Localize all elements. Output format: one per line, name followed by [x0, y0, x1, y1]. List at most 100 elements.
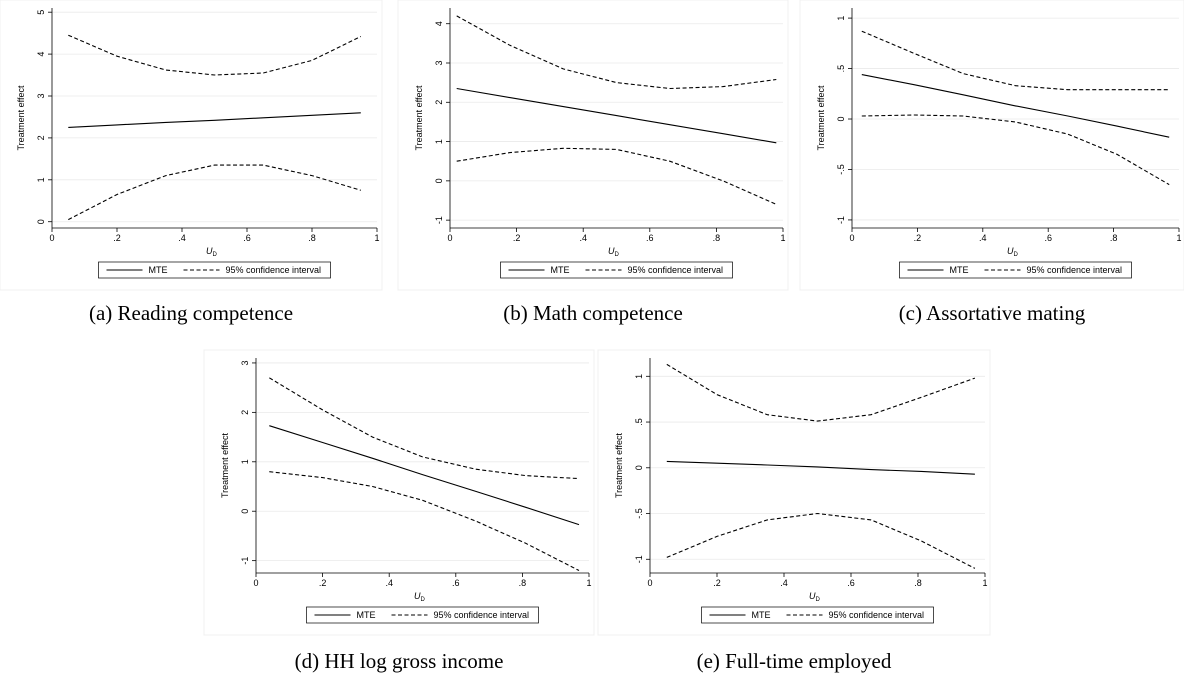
x-tick-label: .2 — [319, 578, 327, 588]
x-tick-label: 0 — [447, 233, 452, 243]
y-tick-label: 1 — [434, 139, 444, 144]
legend-box — [701, 606, 934, 624]
y-tick-label: 0 — [634, 465, 644, 470]
x-tick-label: .2 — [713, 578, 721, 588]
x-tick-label: .8 — [914, 578, 922, 588]
legend-label: 95% confidence interval — [1027, 265, 1123, 275]
y-tick-label: 0 — [836, 117, 846, 122]
x-tick-label: 0 — [253, 578, 258, 588]
x-tick-label: 1 — [1176, 233, 1181, 243]
series-line — [666, 512, 976, 569]
y-tick-label: -1 — [240, 557, 250, 565]
x-tick-label: .6 — [1044, 233, 1052, 243]
chart-panel: -1 0 1 2 3 4 0 .2 .4 .6 .8 1 Treatment effect U D MTE 95… — [397, 0, 789, 291]
x-tick-label: .8 — [1110, 233, 1118, 243]
x-tick-label: .2 — [914, 233, 922, 243]
x-axis-title: U — [206, 246, 213, 256]
x-axis-title: U — [608, 246, 615, 256]
caption: (a) Reading competence — [89, 301, 293, 325]
y-axis-title: Treatment effect — [816, 85, 826, 151]
x-tick-label: .4 — [780, 578, 788, 588]
y-tick-label: -1 — [634, 555, 644, 563]
y-tick-label: 2 — [36, 135, 46, 140]
chart-panel: -1 -.5 0 .5 1 0 .2 .4 .6 .8 1 Treatment effect U D MTE… — [799, 0, 1184, 291]
x-tick-label: .6 — [847, 578, 855, 588]
caption: (c) Assortative mating — [899, 301, 1086, 325]
x-axis-title-sub: D — [1014, 252, 1019, 258]
y-tick-label: 3 — [434, 60, 444, 65]
series-line — [666, 460, 975, 475]
legend-label: MTE — [551, 265, 570, 275]
x-tick-label: .8 — [713, 233, 721, 243]
x-tick-label: .8 — [519, 578, 527, 588]
y-tick-label: 1 — [634, 374, 644, 379]
x-tick-label: 1 — [586, 578, 591, 588]
y-tick-label: .5 — [836, 65, 846, 73]
y-axis-title: Treatment effect — [614, 432, 624, 498]
panel-bg — [203, 349, 595, 636]
y-tick-label: 5 — [36, 10, 46, 15]
series-line — [68, 112, 361, 128]
y-axis-title: Treatment effect — [220, 432, 230, 498]
x-tick-label: 0 — [647, 578, 652, 588]
caption: (e) Full-time employed — [697, 649, 892, 673]
series-line — [269, 425, 580, 526]
panel-bg — [0, 0, 383, 291]
x-axis-title: U — [809, 591, 816, 601]
panel-bg — [397, 0, 789, 291]
y-tick-label: 1 — [240, 459, 250, 464]
x-tick-label: .6 — [452, 578, 460, 588]
x-tick-label: .8 — [308, 233, 316, 243]
series-line — [456, 15, 777, 90]
y-tick-label: 0 — [36, 219, 46, 224]
series-line — [861, 74, 1170, 138]
y-tick-label: 2 — [434, 100, 444, 105]
y-tick-label: -1 — [434, 216, 444, 224]
x-tick-label: 1 — [982, 578, 987, 588]
x-tick-label: .2 — [513, 233, 521, 243]
x-axis-title-sub: D — [213, 252, 218, 258]
series-line — [68, 164, 361, 221]
chart-panel: -1 0 1 2 3 0 .2 .4 .6 .8 1 Treatment effect U D MTE 95%… — [203, 349, 595, 636]
y-tick-label: 3 — [36, 93, 46, 98]
series-line — [269, 471, 580, 571]
x-tick-label: .4 — [979, 233, 987, 243]
panel-bg — [799, 0, 1184, 291]
x-tick-label: .4 — [579, 233, 587, 243]
y-tick-label: 4 — [36, 52, 46, 57]
x-tick-label: .2 — [113, 233, 121, 243]
series-line — [456, 147, 777, 205]
caption: (d) HH log gross income — [295, 649, 504, 673]
y-tick-label: 1 — [836, 16, 846, 21]
y-tick-label: .5 — [634, 418, 644, 426]
caption: (b) Math competence — [503, 301, 683, 325]
x-axis-title-sub: D — [816, 597, 821, 603]
panel-bg — [597, 349, 991, 636]
legend-box — [500, 261, 733, 279]
x-tick-label: 0 — [49, 233, 54, 243]
series-line — [861, 30, 1170, 91]
y-tick-label: -.5 — [836, 164, 846, 175]
y-tick-label: -1 — [836, 216, 846, 224]
legend-label: 95% confidence interval — [628, 265, 724, 275]
legend-label: MTE — [149, 265, 168, 275]
y-tick-label: 4 — [434, 21, 444, 26]
x-tick-label: 1 — [374, 233, 379, 243]
y-tick-label: -.5 — [634, 508, 644, 519]
legend-label: MTE — [950, 265, 969, 275]
y-axis-title: Treatment effect — [414, 85, 424, 151]
y-tick-label: 2 — [240, 410, 250, 415]
x-tick-label: .4 — [178, 233, 186, 243]
series-line — [68, 34, 362, 76]
legend-label: MTE — [752, 610, 771, 620]
x-tick-label: 1 — [780, 233, 785, 243]
x-tick-label: .4 — [385, 578, 393, 588]
y-tick-label: 1 — [36, 177, 46, 182]
y-tick-label: 3 — [240, 360, 250, 365]
x-axis-title-sub: D — [421, 597, 426, 603]
x-tick-label: 0 — [849, 233, 854, 243]
series-line — [861, 114, 1170, 186]
y-axis-title: Treatment effect — [16, 85, 26, 151]
x-axis-title: U — [1007, 246, 1014, 256]
y-tick-label: 0 — [434, 178, 444, 183]
